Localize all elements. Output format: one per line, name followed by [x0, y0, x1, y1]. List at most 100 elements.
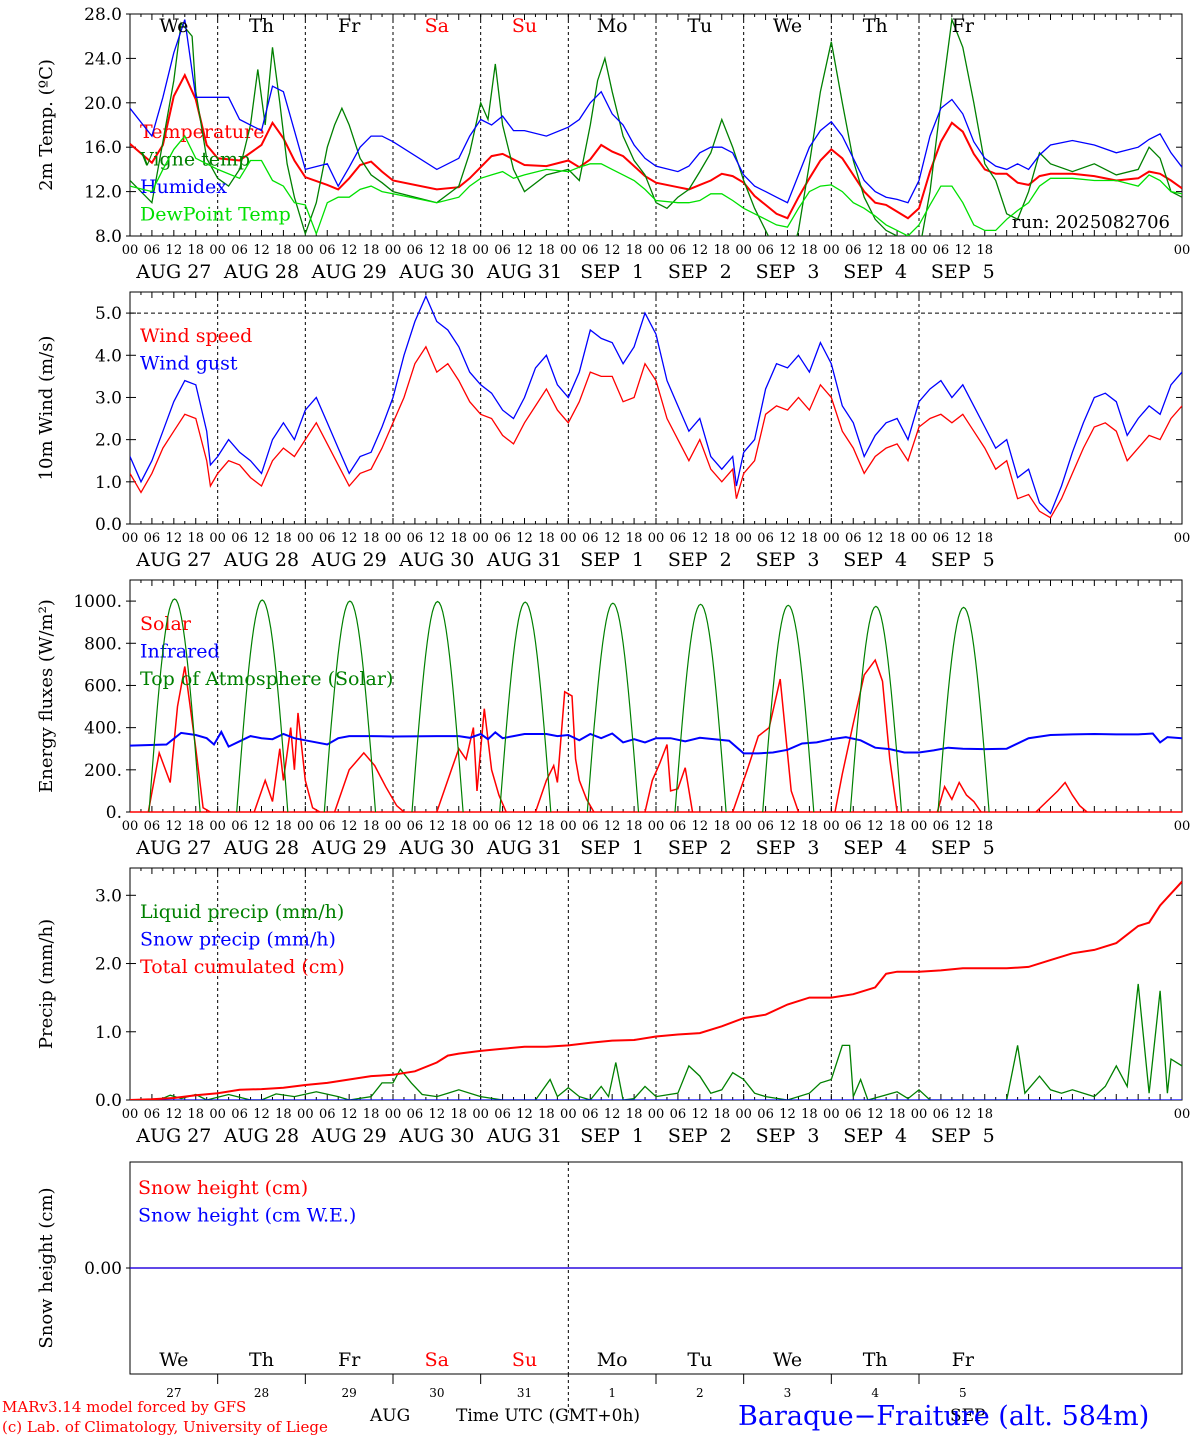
hour-tick-label: 00 [911, 243, 928, 258]
hour-tick-label: 06 [144, 1107, 161, 1122]
hour-tick-label: 12 [604, 1107, 621, 1122]
date-label: AUG 30 [398, 1125, 474, 1147]
day-number-label: 4 [871, 1386, 879, 1400]
weekday-label: We [159, 15, 188, 37]
series-top-of-atmosphere-solar [762, 604, 815, 812]
hour-tick-label: 18 [275, 819, 292, 834]
date-label: AUG 31 [486, 261, 562, 283]
hour-tick-label: 06 [144, 819, 161, 834]
hour-tick-label: 00 [648, 819, 665, 834]
date-label: SEP 2 [668, 837, 732, 859]
day-number-label: 29 [342, 1386, 357, 1400]
hour-tick-label: 18 [889, 819, 906, 834]
hour-tick-label: 12 [166, 819, 183, 834]
y-tick-label: 3.0 [95, 388, 122, 408]
hour-tick-label: 00 [122, 1107, 139, 1122]
series-solar [1035, 781, 1088, 812]
hour-tick-label: 06 [670, 1107, 687, 1122]
hour-tick-label: 06 [670, 531, 687, 546]
series-top-of-atmosphere-solar [148, 598, 201, 812]
hour-tick-label: 00 [209, 243, 226, 258]
hour-tick-label: 06 [407, 819, 424, 834]
weekday-label: Tu [687, 1349, 712, 1371]
hour-tick-label: 00 [1174, 1107, 1191, 1122]
y-tick-label: 0.0 [95, 1091, 122, 1111]
hour-tick-label: 12 [341, 243, 358, 258]
hour-tick-label: 18 [626, 243, 643, 258]
hour-tick-label: 18 [363, 1107, 380, 1122]
y-tick-label: 28.0 [84, 5, 122, 25]
legend-wind-speed: Wind speed [140, 325, 252, 347]
hour-tick-label: 00 [911, 531, 928, 546]
date-label: AUG 30 [398, 837, 474, 859]
hour-tick-label: 18 [801, 243, 818, 258]
hour-tick-label: 18 [801, 1107, 818, 1122]
hour-tick-label: 06 [231, 243, 248, 258]
hour-tick-label: 12 [867, 531, 884, 546]
series-top-of-atmosphere-solar [411, 600, 464, 812]
weekday-label: Fr [952, 1349, 975, 1371]
hour-tick-label: 18 [976, 531, 993, 546]
hour-tick-label: 00 [560, 243, 577, 258]
y-tick-label: 8.0 [95, 227, 122, 247]
legend-total-cumulated-cm: Total cumulated (cm) [140, 956, 345, 978]
hour-tick-label: 18 [713, 531, 730, 546]
weekday-label: Fr [338, 1349, 361, 1371]
hour-tick-label: 00 [735, 243, 752, 258]
hour-tick-label: 00 [385, 243, 402, 258]
y-axis-label: 2m Temp. (ºC) [36, 59, 57, 191]
weekday-label: Sa [425, 15, 449, 37]
weekday-label: Th [249, 15, 274, 37]
hour-tick-label: 00 [1174, 531, 1191, 546]
hour-tick-label: 12 [516, 531, 533, 546]
hour-tick-label: 06 [407, 531, 424, 546]
hour-tick-label: 00 [297, 531, 314, 546]
day-number-label: 28 [254, 1386, 269, 1400]
date-label: SEP 1 [580, 837, 644, 859]
y-tick-label: 1000. [73, 592, 122, 612]
y-tick-label: 3.0 [95, 886, 122, 906]
hour-tick-label: 00 [823, 1107, 840, 1122]
series-solar [333, 751, 405, 812]
weekday-label: Mo [597, 1349, 628, 1371]
hour-tick-label: 00 [297, 1107, 314, 1122]
hour-tick-label: 00 [472, 819, 489, 834]
weekday-label: We [773, 15, 802, 37]
date-label: SEP 2 [668, 549, 732, 571]
hour-tick-label: 06 [319, 531, 336, 546]
y-tick-label: 200. [84, 761, 122, 781]
weekday-label: Th [863, 1349, 888, 1371]
series-solar [731, 678, 800, 812]
run-label: run: 2025082706 [1012, 212, 1170, 233]
hour-tick-label: 06 [757, 1107, 774, 1122]
hour-tick-label: 18 [363, 819, 380, 834]
y-axis-label: Precip (mm/h) [36, 919, 57, 1049]
hour-tick-label: 00 [735, 531, 752, 546]
hour-tick-label: 12 [516, 1107, 533, 1122]
series-solar [834, 658, 898, 812]
hour-tick-label: 00 [735, 819, 752, 834]
hour-tick-label: 00 [911, 1107, 928, 1122]
hour-tick-label: 06 [757, 531, 774, 546]
hour-tick-label: 12 [341, 531, 358, 546]
hour-tick-label: 06 [494, 531, 511, 546]
legend-solar: Solar [140, 613, 192, 635]
hour-tick-label: 12 [867, 1107, 884, 1122]
hour-tick-label: 06 [494, 1107, 511, 1122]
weekday-label: Sa [425, 1349, 449, 1371]
hour-tick-label: 06 [319, 1107, 336, 1122]
hour-tick-label: 12 [779, 819, 796, 834]
hour-tick-label: 18 [889, 243, 906, 258]
date-label: SEP 2 [668, 1125, 732, 1147]
hour-tick-label: 18 [713, 1107, 730, 1122]
hour-tick-label: 06 [933, 819, 950, 834]
date-label: AUG 29 [311, 261, 387, 283]
y-tick-label: 2.0 [95, 431, 122, 451]
hour-tick-label: 06 [231, 531, 248, 546]
weekday-label: Su [512, 1349, 537, 1371]
date-label: SEP 5 [931, 1125, 995, 1147]
hour-tick-label: 12 [692, 243, 709, 258]
hour-tick-label: 12 [341, 819, 358, 834]
hour-tick-label: 12 [692, 819, 709, 834]
y-axis-label: 10m Wind (m/s) [36, 336, 57, 481]
